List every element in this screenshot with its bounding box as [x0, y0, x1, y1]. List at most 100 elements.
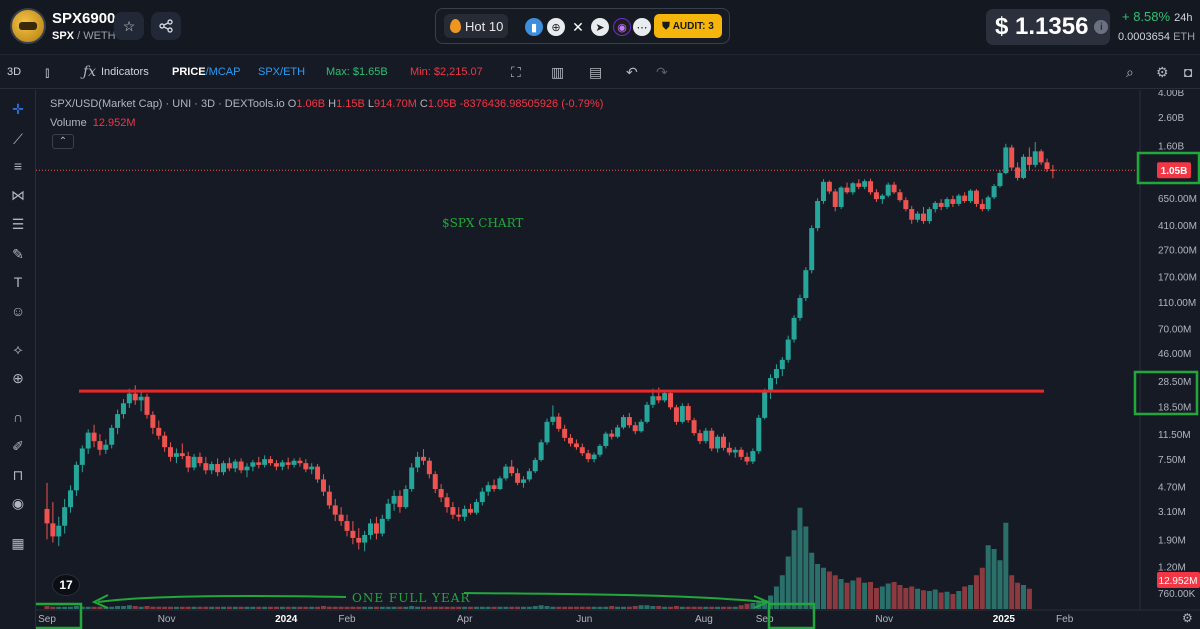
candle-body: [844, 187, 850, 193]
eye-icon[interactable]: ◉: [11, 495, 25, 511]
volume-bar: [473, 606, 479, 609]
candle-body: [162, 435, 168, 448]
highlight-box-end-sep: [767, 602, 816, 629]
volume-bar: [703, 606, 709, 609]
timeframe-button[interactable]: 3D: [7, 66, 22, 78]
tradingview-logo[interactable]: 17: [52, 574, 80, 596]
magnifier-icon[interactable]: ⌕: [1126, 64, 1134, 80]
magnet-icon[interactable]: ∩: [12, 409, 24, 425]
redo-icon[interactable]: ↷: [656, 64, 668, 80]
price-toggle[interactable]: PRICE/MCAP: [172, 66, 240, 78]
volume-bar: [332, 606, 338, 609]
candle-body: [50, 523, 56, 537]
candle-style-icon[interactable]: ⫾: [45, 64, 50, 80]
y-tick-label: 110.00M: [1158, 298, 1196, 309]
candle-body: [691, 420, 697, 434]
volume-bar: [379, 606, 385, 609]
legend-l-label: L: [367, 98, 375, 110]
volume-bar: [620, 606, 626, 609]
horizontal-lines-icon[interactable]: ≡: [13, 158, 23, 174]
volume-bar: [397, 606, 403, 609]
volume-bar: [903, 588, 909, 609]
x-twitter-icon[interactable]: ✕: [572, 18, 584, 35]
candlestick-chart[interactable]: 4.00B 2.60B 1.60B 650.00M 410.00M 270.00M 170.…: [36, 90, 1200, 629]
lock-drawing-icon[interactable]: ✐: [12, 438, 24, 454]
zoom-in-icon[interactable]: ⊕: [12, 370, 24, 386]
pattern-icon[interactable]: ⋈: [11, 187, 25, 203]
candle-body: [62, 507, 68, 526]
volume-bar: [215, 606, 221, 609]
hot-rank-button[interactable]: Hot 10: [444, 14, 508, 38]
highlight-box-breakout-level: [1133, 370, 1199, 416]
volume-bar: [309, 606, 315, 609]
settings-gear-icon[interactable]: ⚙: [1156, 64, 1169, 80]
candle-body: [462, 508, 468, 517]
year-span-label: ONE FULL YEAR: [352, 591, 471, 605]
pair-toggle[interactable]: SPX/ETH: [258, 66, 306, 78]
more-links-icon[interactable]: ⋯: [633, 18, 651, 36]
volume-bar: [203, 606, 209, 609]
collapse-legend-button[interactable]: ⌃: [52, 134, 74, 149]
audit-badge[interactable]: ⛊ AUDIT: 3: [654, 14, 722, 38]
trash-icon[interactable]: ▦: [11, 535, 25, 551]
indicators-button[interactable]: Indicators: [101, 66, 149, 78]
chart-link-icon[interactable]: ▮: [525, 18, 543, 36]
volume-bar: [150, 606, 156, 609]
volume-bar: [403, 606, 409, 609]
candle-body: [562, 428, 568, 438]
candle-body: [803, 270, 809, 299]
volume-bar: [126, 605, 132, 609]
volume-bar: [162, 606, 168, 609]
share-icon: [159, 19, 173, 33]
camera-icon[interactable]: ◘: [1184, 64, 1193, 80]
volume-bar: [991, 549, 997, 609]
trendline-icon[interactable]: ⟋: [13, 131, 23, 147]
candle-body: [991, 186, 997, 198]
volume-bar: [426, 606, 432, 609]
candle-body: [1026, 156, 1032, 165]
volume-bar: [238, 606, 244, 609]
volume-bar: [656, 606, 662, 609]
volume-bar: [209, 606, 215, 609]
x-tick-label: 2024: [275, 614, 298, 625]
candle-body: [79, 448, 85, 465]
candle-body: [103, 444, 109, 450]
fullscreen-icon[interactable]: ⛶: [511, 64, 521, 80]
candle-body: [1003, 147, 1009, 174]
volume-bar: [856, 577, 862, 609]
candle-body: [985, 197, 991, 210]
fx-icon[interactable]: ƒx: [83, 64, 97, 80]
ruler-icon[interactable]: ⟡: [13, 341, 23, 357]
volume-bar: [138, 606, 144, 609]
candle-body: [73, 464, 79, 491]
lock-icon[interactable]: ⊓: [12, 467, 24, 483]
volume-bar: [985, 545, 991, 609]
chevron-up-icon: ⌃: [58, 136, 68, 147]
undo-icon[interactable]: ↶: [626, 64, 638, 80]
fib-icon[interactable]: ☰: [11, 216, 25, 232]
candle-body: [185, 456, 191, 468]
website-icon[interactable]: ⊕: [547, 18, 565, 36]
y-tick-label: 760.00K: [1158, 589, 1196, 600]
nft-link-icon[interactable]: ◉: [613, 18, 631, 36]
crosshair-icon[interactable]: ✛: [12, 101, 24, 117]
y-tick-label: 1.60B: [1158, 142, 1184, 153]
volume-bar: [544, 606, 550, 609]
telegram-icon[interactable]: ➤: [591, 18, 609, 36]
emoji-icon[interactable]: ☺: [10, 303, 26, 319]
bar-chart-icon[interactable]: ▥: [551, 64, 565, 80]
volume-bar: [879, 586, 885, 609]
volume-bar: [520, 606, 526, 609]
share-button[interactable]: [151, 12, 181, 40]
candle-body: [68, 490, 74, 508]
volume-bar: [168, 606, 174, 609]
mcap-label: /MCAP: [205, 66, 241, 78]
favorite-star-button[interactable]: ☆: [114, 12, 144, 40]
shield-icon: ⛊: [662, 20, 670, 32]
text-icon[interactable]: T: [13, 274, 23, 290]
brush-icon[interactable]: ✎: [12, 246, 24, 262]
volume-bar: [909, 586, 915, 609]
compare-icon[interactable]: ▤: [589, 64, 603, 80]
candle-body: [209, 464, 215, 471]
info-icon[interactable]: i: [1094, 20, 1109, 34]
